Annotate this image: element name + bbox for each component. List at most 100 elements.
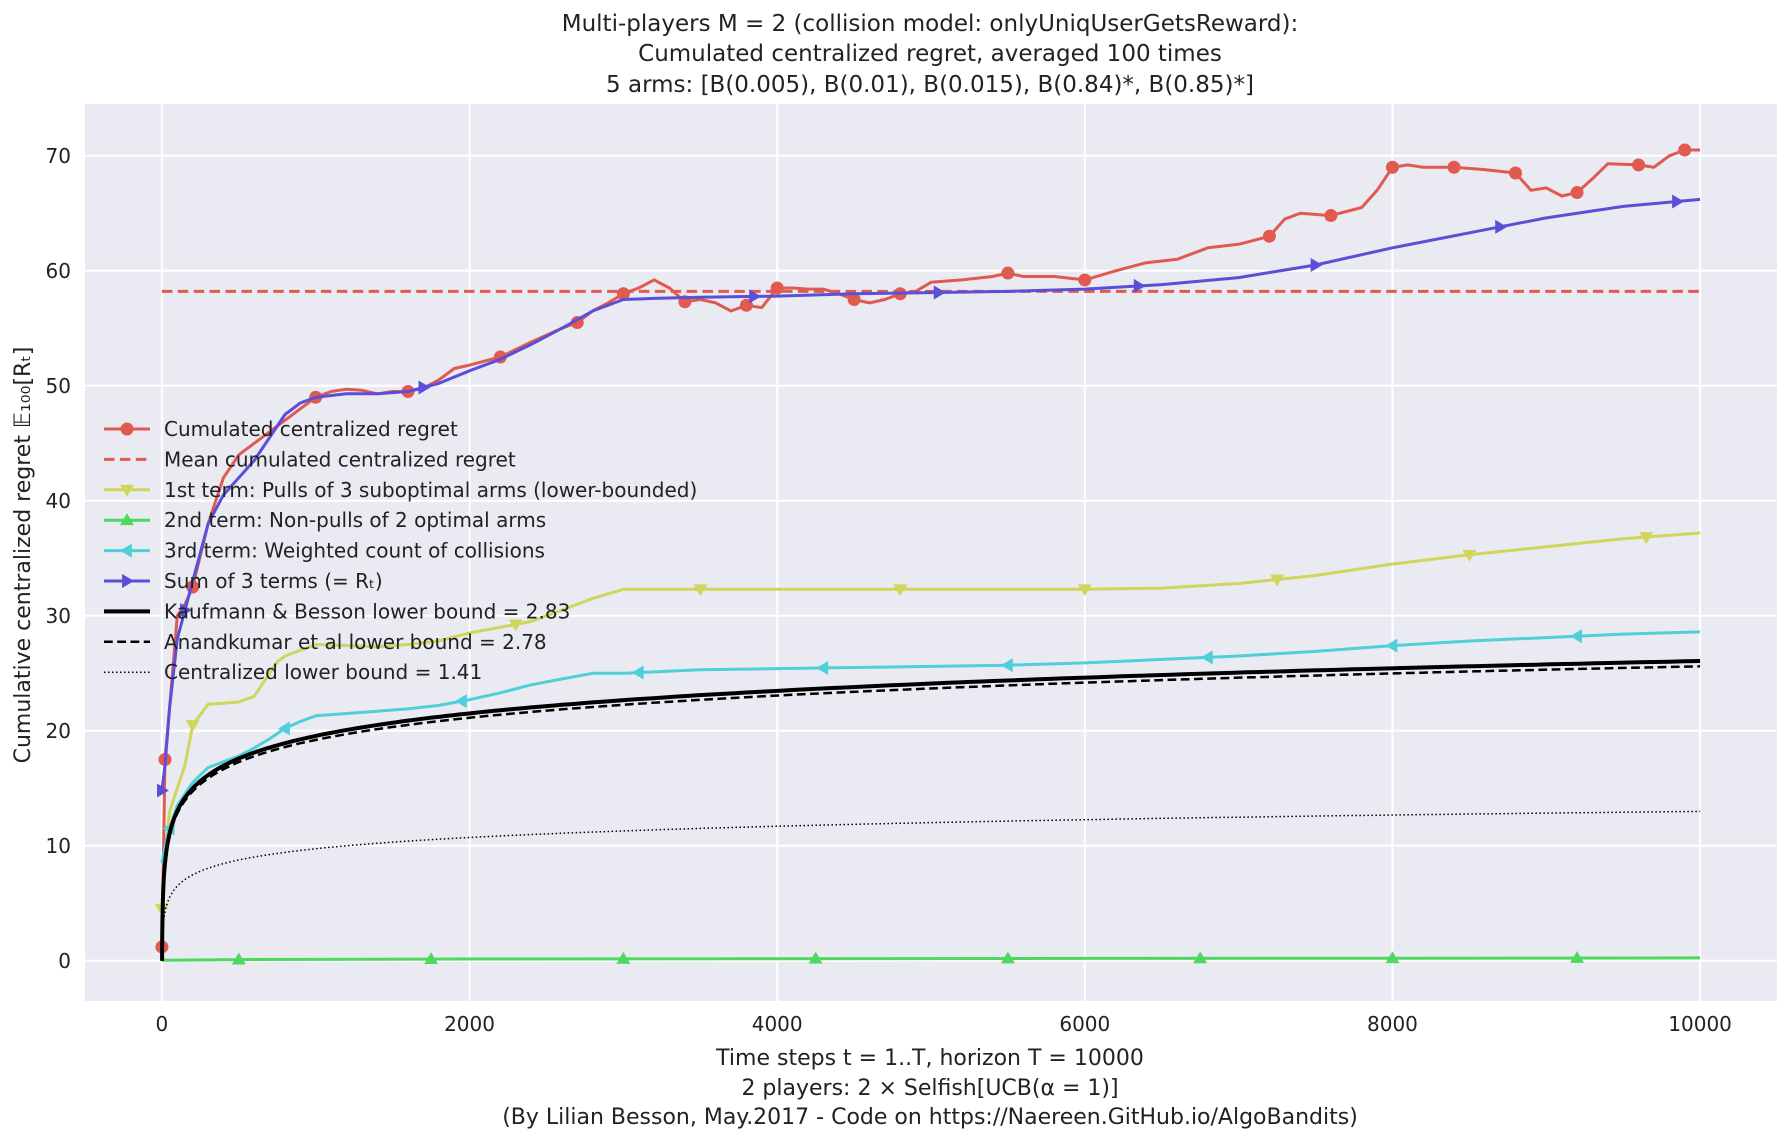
data-point (180, 603, 192, 617)
data-point (454, 694, 467, 709)
data-point (1262, 229, 1276, 243)
x-tick-label: 4000 (752, 1012, 803, 1036)
legend-label: 1st term: Pulls of 3 suboptimal arms (lo… (164, 478, 697, 502)
data-point (185, 720, 200, 732)
legend-item: Anandkumar et al lower bound = 2.78 (104, 630, 547, 654)
data-point (1447, 160, 1461, 174)
data-point (424, 952, 439, 965)
legend-label: Sum of 3 terms (= Rₜ) (164, 569, 383, 593)
series-layer (154, 143, 1701, 965)
series-line (160, 197, 1701, 791)
x-tick-label: 8000 (1367, 1012, 1418, 1036)
y-tick-label: 0 (58, 949, 71, 973)
data-point (122, 574, 134, 588)
legend-label: Kaufmann & Besson lower bound = 2.83 (164, 599, 570, 623)
data-point (1678, 143, 1692, 157)
series-6 (157, 194, 1701, 798)
x-tick-label: 10000 (1668, 1012, 1732, 1036)
series-line (160, 531, 1701, 910)
data-point (1672, 194, 1685, 209)
x-axis-sublabel-credit: (By Lilian Besson, May.2017 - Code on ht… (502, 1105, 1358, 1130)
legend: Cumulated centralized regret Mean cumulat… (104, 417, 697, 684)
data-point (1495, 219, 1508, 234)
data-point (808, 951, 823, 964)
data-point (616, 951, 631, 964)
legend-label: 2nd term: Non-pulls of 2 optimal arms (164, 508, 546, 532)
data-point (1462, 549, 1477, 562)
data-point (749, 289, 762, 304)
data-point (157, 783, 169, 798)
chart-title-line-3: 5 arms: [B(0.005), B(0.01), B(0.015), B(… (606, 72, 1254, 98)
legend-item: Kaufmann & Besson lower bound = 2.83 (104, 599, 570, 623)
legend-label: Anandkumar et al lower bound = 2.78 (164, 630, 547, 654)
legend-item: 3rd term: Weighted count of collisions (104, 539, 545, 563)
data-point (120, 513, 134, 526)
data-point (231, 952, 246, 965)
series-7 (160, 659, 1701, 961)
data-point (1200, 650, 1213, 665)
x-tick-label: 2000 (444, 1012, 495, 1036)
data-point (847, 293, 861, 306)
chart-title-line-1: Multi-players M = 2 (collision model: on… (562, 11, 1299, 37)
legend-item: Centralized lower bound = 1.41 (104, 660, 482, 684)
data-point (1324, 209, 1338, 223)
data-point (1385, 951, 1400, 964)
series-line (160, 630, 1701, 864)
y-axis-label: Cumulative centralized regret 𝔼₁₀₀[Rₜ] (11, 347, 36, 764)
data-point (277, 721, 290, 736)
data-point (1077, 584, 1092, 597)
data-point (1270, 574, 1285, 587)
data-point (1570, 629, 1582, 644)
data-point (1639, 532, 1654, 544)
data-point (418, 380, 431, 395)
legend-item: Cumulated centralized regret (104, 417, 458, 441)
legend-item: 1st term: Pulls of 3 suboptimal arms (lo… (104, 478, 697, 502)
data-point (508, 619, 523, 632)
x-tick-label: 6000 (1059, 1012, 1110, 1036)
data-point (1385, 160, 1399, 174)
series-line (160, 659, 1701, 961)
series-8 (160, 665, 1701, 961)
legend-label: 3rd term: Weighted count of collisions (164, 539, 545, 563)
axis-ticks: 0 2000 4000 6000 8000 10000 0 10 20 30 40 50 60 70 (46, 144, 1732, 1036)
legend-label: Mean cumulated centralized regret (164, 447, 516, 471)
data-point (1385, 638, 1398, 653)
data-point (693, 584, 708, 597)
series-line (160, 148, 1701, 948)
data-point (120, 422, 134, 436)
data-point (1193, 951, 1208, 964)
legend-label: Centralized lower bound = 1.41 (164, 660, 482, 684)
y-tick-label: 30 (46, 604, 71, 628)
data-point (1001, 266, 1015, 280)
data-point (1000, 951, 1015, 964)
data-point (1632, 158, 1646, 172)
data-point (631, 665, 644, 680)
y-tick-label: 20 (46, 719, 71, 743)
series-4 (161, 951, 1701, 965)
legend-item: 2nd term: Non-pulls of 2 optimal arms (104, 508, 546, 532)
data-point (1509, 166, 1523, 180)
data-point (1310, 258, 1323, 272)
data-point (1133, 278, 1146, 293)
chart-title-line-2: Cumulated centralized regret, averaged 1… (638, 41, 1222, 67)
data-point (120, 484, 134, 497)
x-axis-sublabel-players: 2 players: 2 × Selfish[UCB(α = 1)] (741, 1076, 1118, 1101)
y-tick-label: 60 (46, 259, 71, 283)
data-point (816, 660, 829, 675)
data-point (933, 285, 946, 300)
series-5 (160, 629, 1701, 864)
legend-item: Sum of 3 terms (= Rₜ) (104, 569, 383, 593)
data-point (893, 584, 908, 597)
y-tick-label: 40 (46, 489, 71, 513)
legend-item: Mean cumulated centralized regret (104, 447, 516, 471)
series-line (160, 665, 1701, 961)
y-tick-label: 10 (46, 834, 71, 858)
data-point (1570, 186, 1584, 200)
data-point (1078, 273, 1092, 287)
legend-label: Cumulated centralized regret (164, 417, 458, 441)
series-1 (155, 143, 1701, 954)
y-tick-label: 70 (46, 144, 71, 168)
data-point (1000, 658, 1013, 673)
x-tick-label: 0 (156, 1012, 169, 1036)
